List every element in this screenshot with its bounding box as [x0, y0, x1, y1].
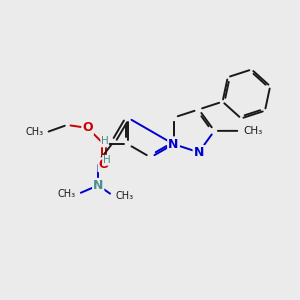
Text: N: N: [168, 138, 179, 151]
Text: CH₃: CH₃: [243, 126, 262, 136]
Text: N: N: [194, 146, 204, 159]
Text: N: N: [168, 138, 179, 151]
Text: CH₃: CH₃: [57, 189, 75, 199]
Text: CH₃: CH₃: [115, 190, 134, 201]
Text: CH₃: CH₃: [26, 127, 44, 137]
Text: H: H: [101, 136, 109, 146]
Text: O: O: [98, 158, 109, 171]
Text: H: H: [103, 155, 110, 165]
Text: O: O: [82, 122, 93, 134]
Text: N: N: [93, 179, 104, 192]
